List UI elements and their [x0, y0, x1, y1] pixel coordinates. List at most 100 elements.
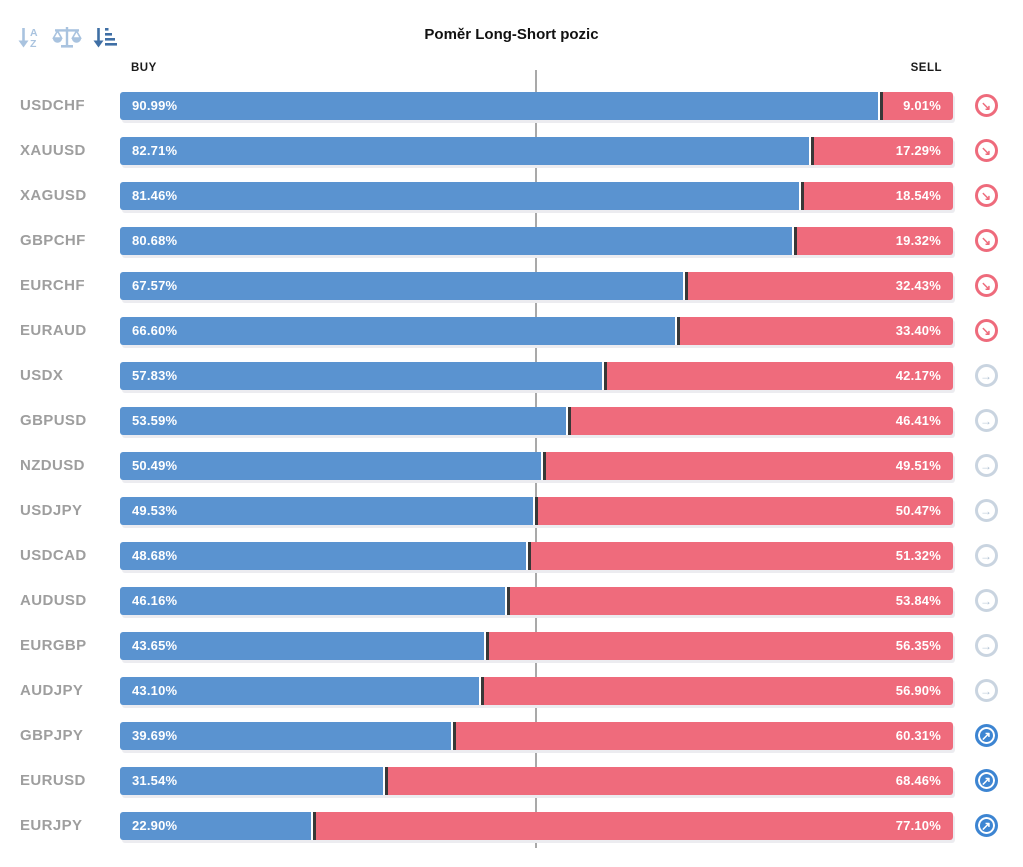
sell-value: 18.54%	[895, 188, 941, 203]
signal-arrow-icon: →	[974, 454, 998, 477]
instrument-row: AUDJPY 43.10% 56.90% →	[0, 668, 1023, 713]
pair-label: AUDJPY	[20, 682, 84, 699]
signal-arrow-icon: →	[974, 499, 998, 522]
signal-cell: ↘	[953, 274, 1019, 297]
bar-divider	[312, 811, 316, 840]
sell-value: 56.90%	[895, 683, 941, 698]
bar-divider	[542, 451, 546, 480]
sell-value: 32.43%	[895, 278, 941, 293]
signal-cell: ↘	[953, 229, 1019, 252]
sell-value: 33.40%	[895, 323, 941, 338]
bar-divider	[676, 316, 680, 345]
sell-value: 19.32%	[895, 233, 941, 248]
buy-bar: 49.53%	[120, 496, 533, 525]
ratio-bar: 31.54% 68.46%	[120, 766, 953, 795]
bar-divider	[568, 406, 572, 435]
buy-value: 82.71%	[132, 143, 178, 158]
buy-value: 31.54%	[132, 773, 178, 788]
instrument-row: GBPUSD 53.59% 46.41% →	[0, 398, 1023, 443]
top-bar: A Z	[0, 0, 1023, 52]
signal-arrow-icon: ↘	[974, 274, 998, 297]
bar-divider	[603, 361, 607, 390]
sell-bar: 32.43%	[687, 271, 953, 300]
bar-gap	[674, 316, 677, 345]
bar-gap	[479, 676, 482, 705]
bar-divider	[794, 226, 798, 255]
signal-cell: ↘	[953, 184, 1019, 207]
ratio-bar: 43.10% 56.90%	[120, 676, 953, 705]
ratio-bar: 22.90% 77.10%	[120, 811, 953, 840]
buy-value: 49.53%	[132, 503, 178, 518]
ratio-bar: 82.71% 17.29%	[120, 136, 953, 165]
buy-value: 39.69%	[132, 728, 178, 743]
bar-gap	[504, 586, 507, 615]
signal-arrow-icon: ↘	[974, 184, 998, 207]
signal-cell: →	[953, 364, 1019, 387]
signal-cell: →	[953, 409, 1019, 432]
signal-arrow-icon: ↗	[974, 814, 998, 837]
bar-gap	[450, 721, 453, 750]
pair-label: USDX	[20, 367, 64, 384]
signal-cell: ↘	[953, 319, 1019, 342]
bar-gap	[792, 226, 795, 255]
buy-bar: 39.69%	[120, 721, 451, 750]
pair-label: EURAUD	[20, 322, 87, 339]
buy-value: 90.99%	[132, 98, 178, 113]
pair-label: XAGUSD	[20, 187, 87, 204]
sort-alphabetical-icon[interactable]: A Z	[16, 24, 43, 51]
sort-amount-icon[interactable]	[91, 24, 117, 51]
bar-divider	[481, 676, 485, 705]
sell-bar: 50.47%	[537, 496, 953, 525]
sell-bar: 51.32%	[530, 541, 953, 570]
buy-bar: 22.90%	[120, 811, 311, 840]
sell-bar: 46.41%	[571, 406, 953, 435]
bar-divider	[684, 271, 688, 300]
pair-label: GBPUSD	[20, 412, 87, 429]
bar-gap	[601, 361, 604, 390]
ratio-bar: 53.59% 46.41%	[120, 406, 953, 435]
buy-value: 48.68%	[132, 548, 178, 563]
chart-title: Poměr Long-Short pozic	[424, 26, 599, 43]
sell-bar: 60.31%	[455, 721, 953, 750]
buy-value: 66.60%	[132, 323, 178, 338]
buy-value: 67.57%	[132, 278, 178, 293]
bar-divider	[534, 496, 538, 525]
ratio-bar: 90.99% 9.01%	[120, 91, 953, 120]
buy-bar: 50.49%	[120, 451, 541, 480]
balance-scale-icon[interactable]	[52, 24, 82, 51]
bar-gap	[483, 631, 486, 660]
instrument-row: USDX 57.83% 42.17% →	[0, 353, 1023, 398]
instrument-row: EURJPY 22.90% 77.10% ↗	[0, 803, 1023, 848]
bar-gap	[525, 541, 528, 570]
bar-gap	[382, 766, 385, 795]
signal-cell: →	[953, 544, 1019, 567]
signal-arrow-icon: →	[974, 589, 998, 612]
sell-bar: 33.40%	[679, 316, 953, 345]
bar-gap	[532, 496, 535, 525]
bar-gap	[540, 451, 543, 480]
instrument-row: USDCHF 90.99% 9.01% ↘	[0, 83, 1023, 128]
sell-value: 53.84%	[895, 593, 941, 608]
pair-label: NZDUSD	[20, 457, 85, 474]
buy-value: 46.16%	[132, 593, 178, 608]
sell-value: 50.47%	[895, 503, 941, 518]
instrument-row: EURUSD 31.54% 68.46% ↗	[0, 758, 1023, 803]
sell-value: 46.41%	[895, 413, 941, 428]
buy-bar: 80.68%	[120, 226, 793, 255]
buy-value: 50.49%	[132, 458, 178, 473]
ratio-bar: 66.60% 33.40%	[120, 316, 953, 345]
buy-bar: 81.46%	[120, 181, 799, 210]
pair-label: EURUSD	[20, 772, 86, 789]
signal-arrow-icon: →	[974, 409, 998, 432]
signal-cell: →	[953, 499, 1019, 522]
signal-cell: →	[953, 454, 1019, 477]
sell-column-header: SELL	[910, 61, 942, 74]
bar-gap	[310, 811, 313, 840]
buy-bar: 48.68%	[120, 541, 526, 570]
signal-arrow-icon: →	[974, 634, 998, 657]
bar-divider	[800, 181, 804, 210]
buy-value: 81.46%	[132, 188, 178, 203]
sell-value: 49.51%	[895, 458, 941, 473]
ratio-bar: 49.53% 50.47%	[120, 496, 953, 525]
